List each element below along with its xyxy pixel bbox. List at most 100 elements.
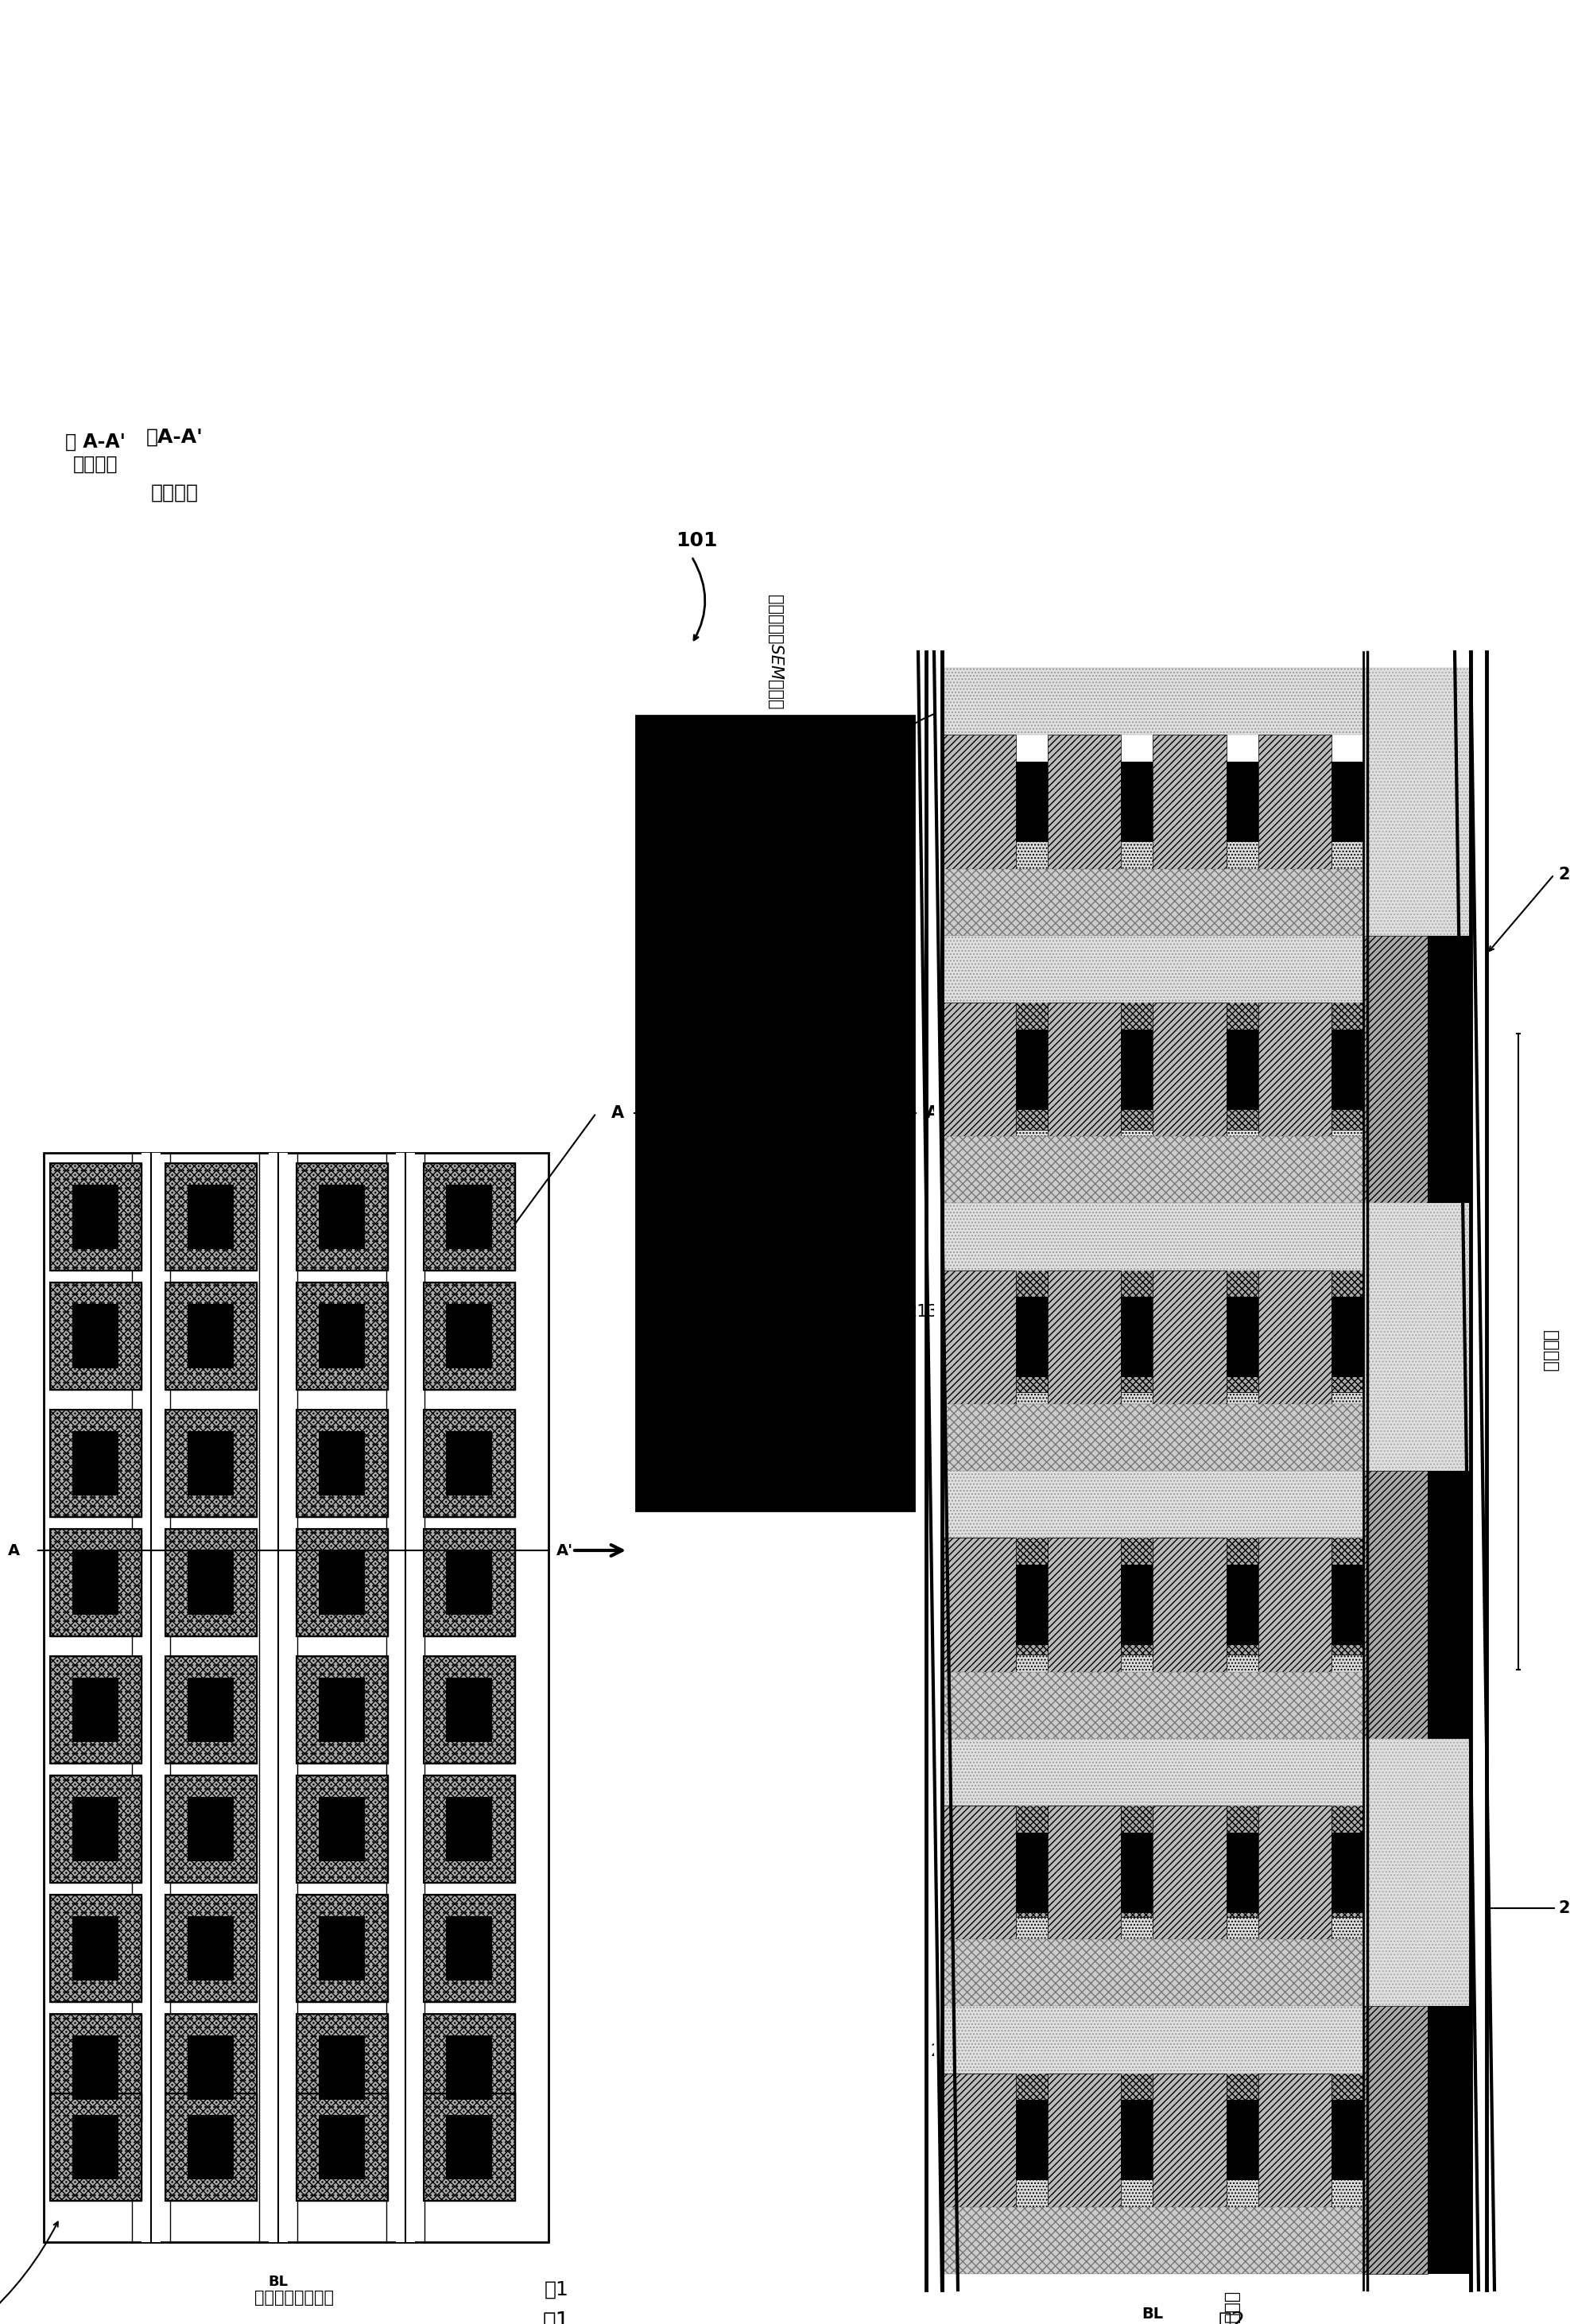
Bar [942, 1002, 1016, 1136]
Bar [958, 2180, 1367, 2259]
Bar [165, 2013, 256, 2122]
Bar [942, 1271, 1016, 1404]
Bar [424, 1529, 515, 1636]
Bar [297, 2094, 388, 2201]
Bar [165, 1162, 256, 1271]
Text: 201: 201 [1557, 1901, 1570, 1915]
Bar [188, 1304, 234, 1369]
Bar [424, 1283, 515, 1390]
Bar [297, 1776, 388, 1882]
Bar [165, 1894, 256, 2001]
Bar [424, 1655, 515, 1764]
Bar [165, 1283, 256, 1390]
Bar [958, 788, 1367, 946]
Bar [942, 734, 1016, 869]
Bar [1258, 2073, 1331, 2208]
Bar [942, 1136, 1363, 1204]
Bar [50, 1529, 141, 1636]
Bar [72, 2115, 118, 2180]
Text: 单元阵列截面: 单元阵列截面 [1225, 2289, 1240, 2324]
Bar [1226, 2101, 1258, 2180]
Text: 203: 203 [1557, 867, 1570, 883]
Bar [1258, 1806, 1331, 1938]
Bar [942, 937, 1363, 1002]
Bar [188, 1550, 234, 1615]
Bar [319, 1550, 364, 1615]
Bar [446, 1678, 491, 1741]
Bar [424, 1408, 515, 1518]
Text: 沿A-A': 沿A-A' [146, 428, 204, 446]
Bar [446, 2115, 491, 2180]
Bar [319, 2036, 364, 2099]
Bar [50, 1776, 141, 1882]
Bar [297, 1408, 388, 1518]
Text: 图1: 图1 [543, 2310, 570, 2324]
Bar [297, 2094, 388, 2201]
Bar [1427, 937, 1471, 1204]
Bar [319, 1432, 364, 1494]
Bar [1152, 1002, 1226, 1136]
Bar [297, 1655, 388, 1764]
Text: A: A [8, 1543, 20, 1557]
Bar [424, 1655, 515, 1764]
Text: A': A' [926, 1106, 944, 1120]
Bar [942, 2073, 1016, 2208]
Bar [72, 1915, 118, 1980]
Bar [1258, 1538, 1331, 1671]
Bar [297, 1894, 388, 2001]
Bar [188, 2115, 234, 2180]
Bar [942, 653, 1471, 2289]
Bar [72, 1796, 118, 1862]
Bar [319, 2115, 364, 2180]
Bar [319, 1915, 364, 1980]
Bar [424, 2094, 515, 2201]
Bar [297, 1162, 388, 1271]
Bar [188, 1432, 234, 1494]
Text: 101: 101 [955, 683, 991, 700]
Bar [958, 1917, 1367, 1996]
Text: 211: 211 [994, 1662, 1025, 1678]
Bar [1427, 2006, 1471, 2273]
Bar [424, 1162, 515, 1271]
Bar [165, 2013, 256, 2122]
Bar [141, 1153, 160, 2243]
Text: 207: 207 [931, 2043, 962, 2059]
Bar [297, 1655, 388, 1764]
Bar [1152, 734, 1226, 869]
Bar [942, 869, 1363, 937]
Bar [958, 767, 1367, 841]
Bar [297, 1283, 388, 1390]
Bar [1331, 1564, 1363, 1645]
Bar [424, 1162, 515, 1271]
Bar [188, 1678, 234, 1741]
Bar [1226, 1831, 1258, 1913]
Text: 线的截面: 线的截面 [151, 483, 199, 502]
Text: 沿 A-A'
线的截面: 沿 A-A' 线的截面 [66, 432, 126, 474]
Bar [1363, 1738, 1471, 2006]
Bar [942, 1938, 1363, 2006]
Bar [50, 1655, 141, 1764]
Bar [958, 1734, 1367, 1917]
Bar [424, 2013, 515, 2122]
Bar [1363, 2006, 1427, 2273]
Bar [1331, 762, 1363, 841]
Text: A': A' [556, 1543, 573, 1557]
Bar [1427, 1471, 1471, 1738]
Bar [297, 1776, 388, 1882]
Bar [958, 1208, 1367, 1392]
Bar [1152, 1271, 1226, 1404]
Bar [188, 1796, 234, 1862]
Bar [1363, 937, 1427, 1204]
Bar [50, 2013, 141, 2122]
Text: 101: 101 [675, 532, 717, 551]
Bar [1016, 1030, 1047, 1109]
Bar [297, 2013, 388, 2122]
Bar [188, 2036, 234, 2099]
Bar [1016, 2101, 1047, 2180]
Bar [446, 1915, 491, 1980]
Bar [424, 2013, 515, 2122]
Bar [1016, 1564, 1047, 1645]
Bar [1331, 1297, 1363, 1378]
Bar [50, 1894, 141, 2001]
Bar [1258, 1002, 1331, 1136]
